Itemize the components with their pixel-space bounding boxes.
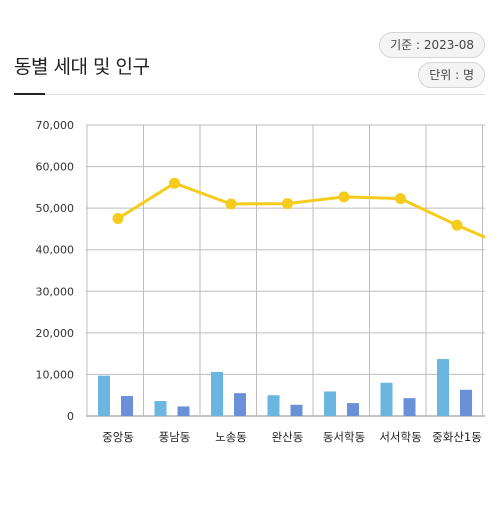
x-tick-label: 서서학동 bbox=[379, 430, 421, 444]
population-point bbox=[338, 191, 350, 203]
page-title: 동별 세대 및 인구 bbox=[14, 56, 150, 78]
bar bbox=[177, 406, 190, 416]
population-point bbox=[282, 198, 293, 210]
y-tick-label: 70,000 bbox=[36, 119, 75, 132]
unit-badge: 단위 : 명 bbox=[418, 62, 485, 88]
x-tick-label: 풍남동 bbox=[159, 430, 191, 444]
x-tick-label: 동서학동 bbox=[323, 430, 365, 444]
y-tick-label: 30,000 bbox=[36, 285, 75, 298]
bar bbox=[347, 403, 359, 416]
population-line bbox=[117, 181, 486, 239]
x-tick-label: 노송동 bbox=[215, 430, 247, 444]
bar bbox=[98, 375, 110, 416]
y-tick-label: 40,000 bbox=[36, 244, 75, 257]
y-tick-label: 20,000 bbox=[36, 327, 75, 340]
bar bbox=[154, 401, 167, 416]
bar bbox=[121, 396, 133, 416]
bar bbox=[437, 359, 449, 416]
bar bbox=[290, 404, 303, 416]
bar-layer bbox=[98, 359, 472, 416]
title-divider bbox=[45, 94, 485, 95]
population-point bbox=[451, 219, 463, 231]
grid-layer bbox=[86, 124, 485, 417]
population-point bbox=[112, 213, 124, 225]
population-point bbox=[395, 193, 406, 205]
population-point bbox=[225, 198, 237, 210]
bar bbox=[460, 389, 472, 416]
bar bbox=[211, 371, 223, 416]
y-tick-label: 0 bbox=[67, 410, 74, 423]
population-point bbox=[169, 177, 180, 189]
label-layer: 0 10,000 20,000 30,000 40,000 50,000 60,000 70,… bbox=[36, 119, 482, 444]
x-tick-label: 중화산1동 bbox=[432, 430, 482, 444]
x-tick-label: 중앙동 bbox=[102, 430, 134, 444]
bar bbox=[234, 393, 246, 416]
bar bbox=[380, 382, 393, 416]
line-layer bbox=[112, 177, 486, 239]
y-tick-label: 50,000 bbox=[36, 202, 75, 215]
bar bbox=[267, 395, 280, 416]
bar bbox=[403, 398, 416, 416]
title-underline bbox=[14, 93, 45, 95]
x-tick-label: 완산동 bbox=[272, 430, 304, 444]
date-badge: 기준 : 2023-08 bbox=[379, 32, 485, 58]
y-tick-label: 60,000 bbox=[36, 161, 75, 174]
y-tick-label: 10,000 bbox=[36, 368, 75, 381]
bar bbox=[324, 391, 336, 416]
